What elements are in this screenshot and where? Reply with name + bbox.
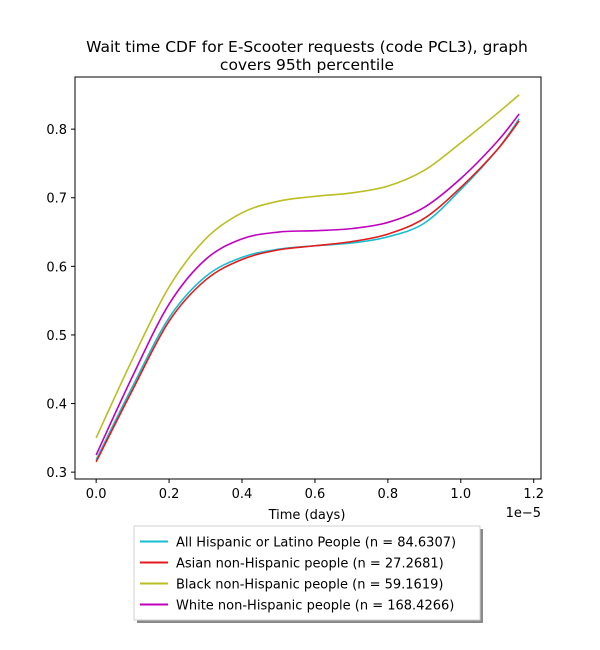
- x-axis-offset-label: 1e−5: [506, 506, 541, 521]
- x-axis-label: Time (days): [268, 508, 346, 523]
- legend-label-3: Black non-Hispanic people (n = 59.1619): [176, 578, 443, 593]
- y-axis: 0.3 0.4 0.5 0.6 0.7 0.8: [46, 123, 75, 481]
- y-tick-label: 0.6: [46, 260, 67, 275]
- y-tick-label: 0.4: [46, 398, 67, 413]
- chart-title-line-1: Wait time CDF for E-Scooter requests (co…: [86, 38, 528, 56]
- axes-frame: [74, 76, 542, 480]
- legend-label-1: All Hispanic or Latino People (n = 84.63…: [176, 536, 456, 551]
- series-line-3: [95, 94, 520, 439]
- y-tick-label: 0.3: [46, 466, 67, 481]
- legend: All Hispanic or Latino People (n = 84.63…: [133, 525, 483, 623]
- legend-label-4: White non-Hispanic people (n = 168.4266): [176, 599, 454, 614]
- legend-label-2: Asian non-Hispanic people (n = 27.2681): [176, 557, 444, 572]
- plot-area: [74, 76, 542, 480]
- x-tick-label: 1.0: [450, 487, 471, 502]
- x-tick-label: 0.0: [86, 487, 107, 502]
- x-tick-label: 0.2: [159, 487, 180, 502]
- y-tick-label: 0.8: [46, 123, 67, 138]
- legend-box: [133, 525, 481, 621]
- x-tick-label: 0.8: [378, 487, 399, 502]
- x-axis: 0.0 0.2 0.4 0.6 0.8 1.0 1.2: [86, 479, 544, 502]
- series-line-2: [95, 120, 520, 463]
- x-tick-label: 0.6: [305, 487, 326, 502]
- chart-title-line-2: covers 95th percentile: [220, 56, 394, 74]
- series-lines: [95, 94, 520, 463]
- y-tick-label: 0.5: [46, 329, 67, 344]
- y-tick-label: 0.7: [46, 192, 67, 207]
- series-line-4: [95, 113, 520, 456]
- x-tick-label: 0.4: [232, 487, 253, 502]
- x-tick-label: 1.2: [523, 487, 544, 502]
